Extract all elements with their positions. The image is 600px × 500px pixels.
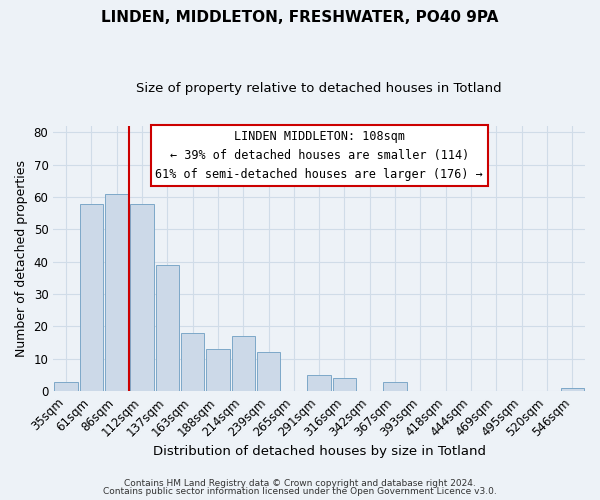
Bar xyxy=(181,333,204,391)
Bar xyxy=(55,382,77,391)
Bar xyxy=(560,388,584,391)
Bar xyxy=(80,204,103,391)
X-axis label: Distribution of detached houses by size in Totland: Distribution of detached houses by size … xyxy=(152,444,485,458)
Bar xyxy=(206,349,230,391)
Bar xyxy=(307,375,331,391)
Bar xyxy=(105,194,128,391)
Bar xyxy=(333,378,356,391)
Title: Size of property relative to detached houses in Totland: Size of property relative to detached ho… xyxy=(136,82,502,96)
Text: Contains HM Land Registry data © Crown copyright and database right 2024.: Contains HM Land Registry data © Crown c… xyxy=(124,478,476,488)
Text: LINDEN, MIDDLETON, FRESHWATER, PO40 9PA: LINDEN, MIDDLETON, FRESHWATER, PO40 9PA xyxy=(101,10,499,25)
Bar xyxy=(232,336,255,391)
Text: LINDEN MIDDLETON: 108sqm
← 39% of detached houses are smaller (114)
61% of semi-: LINDEN MIDDLETON: 108sqm ← 39% of detach… xyxy=(155,130,483,181)
Y-axis label: Number of detached properties: Number of detached properties xyxy=(15,160,28,357)
Bar xyxy=(257,352,280,391)
Bar xyxy=(130,204,154,391)
Bar xyxy=(155,265,179,391)
Bar xyxy=(383,382,407,391)
Text: Contains public sector information licensed under the Open Government Licence v3: Contains public sector information licen… xyxy=(103,487,497,496)
